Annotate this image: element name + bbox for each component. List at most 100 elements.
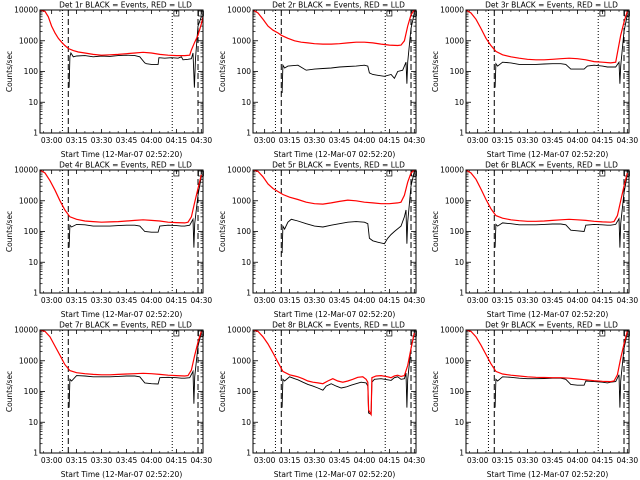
- x-tick-label: 04:15: [166, 136, 188, 145]
- chart-title: Det 4r BLACK = Events, RED = LLD: [59, 161, 192, 170]
- y-tick-label: 100: [450, 387, 465, 396]
- y-minor-ticks: [40, 11, 203, 125]
- x-tick-label: 04:00: [567, 296, 589, 305]
- x-tick-label: 04:00: [141, 456, 163, 465]
- lld-series-line: [466, 330, 628, 383]
- x-tick-label: 04:00: [567, 456, 589, 465]
- y-minor-ticks: [466, 11, 629, 125]
- events-series-line: [281, 332, 415, 416]
- chart-title: Det 9r BLACK = Events, RED = LLD: [485, 321, 618, 330]
- x-axis-label: Start Time (12-Mar-07 02:52:20): [274, 310, 396, 319]
- y-tick-label: 10: [454, 418, 464, 427]
- x-axis-label: Start Time (12-Mar-07 02:52:20): [274, 470, 396, 479]
- x-tick-label: 04:30: [404, 296, 426, 305]
- y-axis-label: Counts/sec: [218, 51, 227, 92]
- y-tick-label: 1000: [445, 36, 464, 45]
- x-tick-label: 03:00: [467, 296, 489, 305]
- chart-title: Det 8r BLACK = Events, RED = LLD: [272, 321, 405, 330]
- y-minor-ticks: [40, 171, 203, 285]
- lld-series-line: [466, 10, 628, 64]
- det-3r-chart-panel: Det 3r BLACK = Events, RED = LLD Counts/s…: [426, 0, 639, 160]
- det-1r-chart-panel: Det 1r BLACK = Events, RED = LLD Counts/s…: [0, 0, 213, 160]
- x-tick-label: 03:30: [91, 136, 113, 145]
- x-axis-label: Start Time (12-Mar-07 02:52:20): [61, 470, 183, 479]
- y-tick-label: 1: [33, 129, 38, 138]
- x-tick-label: 03:45: [542, 456, 564, 465]
- x-tick-label: 04:15: [592, 136, 614, 145]
- x-tick-label: 04:00: [354, 296, 376, 305]
- x-tick-label: 04:15: [592, 296, 614, 305]
- x-tick-label: 03:00: [254, 456, 276, 465]
- y-tick-label: 1: [33, 289, 38, 298]
- x-tick-label: 03:00: [254, 136, 276, 145]
- x-tick-label: 03:30: [517, 136, 539, 145]
- y-tick-label: 10000: [14, 166, 38, 175]
- x-tick-label: 03:00: [467, 136, 489, 145]
- x-tick-label: 04:30: [191, 136, 213, 145]
- y-tick-label: 10: [28, 258, 38, 267]
- y-tick-label: 10: [28, 418, 38, 427]
- lld-series-line: [466, 170, 628, 223]
- y-tick-label: 100: [237, 67, 252, 76]
- x-tick-label: 04:15: [379, 136, 401, 145]
- y-tick-label: 1000: [232, 36, 251, 45]
- y-tick-label: 10: [241, 98, 251, 107]
- y-tick-label: 1000: [19, 36, 38, 45]
- lld-series-line: [253, 330, 415, 417]
- y-tick-label: 10000: [227, 326, 251, 335]
- y-minor-ticks: [466, 171, 629, 285]
- events-series-line: [68, 16, 202, 88]
- det-7r-chart-panel: Det 7r BLACK = Events, RED = LLD Counts/s…: [0, 320, 213, 480]
- x-tick-label: 04:30: [617, 136, 639, 145]
- x-tick-label: 04:15: [592, 456, 614, 465]
- y-tick-label: 10000: [14, 6, 38, 15]
- y-tick-label: 1000: [19, 356, 38, 365]
- x-tick-label: 04:00: [354, 136, 376, 145]
- y-axis-label: Counts/sec: [431, 211, 440, 252]
- y-tick-label: 1000: [232, 356, 251, 365]
- chart-svg: Det 7r BLACK = Events, RED = LLD Counts/s…: [5, 321, 212, 480]
- y-tick-label: 1000: [445, 196, 464, 205]
- chart-svg: Det 5r BLACK = Events, RED = LLD Counts/s…: [218, 161, 426, 320]
- x-tick-label: 04:30: [404, 136, 426, 145]
- lld-series-line: [40, 170, 202, 224]
- plot-frame: [252, 9, 417, 134]
- y-minor-ticks: [253, 331, 416, 445]
- x-tick-label: 03:45: [542, 296, 564, 305]
- chart-title: Det 3r BLACK = Events, RED = LLD: [485, 1, 618, 10]
- y-tick-label: 10000: [14, 326, 38, 335]
- y-tick-label: 10: [28, 98, 38, 107]
- y-tick-label: 100: [24, 387, 39, 396]
- top-marker-box: [599, 170, 606, 177]
- events-series-line: [281, 12, 415, 94]
- y-tick-label: 100: [237, 387, 252, 396]
- x-axis-label: Start Time (12-Mar-07 02:52:20): [487, 150, 609, 159]
- lld-series-line: [40, 330, 202, 377]
- x-tick-label: 03:30: [304, 456, 326, 465]
- chart-title: Det 6r BLACK = Events, RED = LLD: [485, 161, 618, 170]
- det-4r-chart-panel: Det 4r BLACK = Events, RED = LLD Counts/s…: [0, 160, 213, 320]
- det-9r-chart-panel: Det 9r BLACK = Events, RED = LLD Counts/s…: [426, 320, 639, 480]
- x-tick-label: 03:30: [517, 296, 539, 305]
- top-marker-box: [173, 10, 180, 17]
- chart-svg: Det 6r BLACK = Events, RED = LLD Counts/s…: [431, 161, 638, 320]
- top-marker-box: [599, 10, 606, 17]
- plot-frame: [39, 169, 204, 294]
- y-tick-label: 10: [454, 258, 464, 267]
- plot-frame: [465, 9, 630, 134]
- det-6r-chart-panel: Det 6r BLACK = Events, RED = LLD Counts/s…: [426, 160, 639, 320]
- events-series-line: [281, 171, 415, 254]
- y-tick-label: 1: [459, 129, 464, 138]
- det-2r-chart-panel: Det 2r BLACK = Events, RED = LLD Counts/s…: [213, 0, 426, 160]
- y-tick-label: 1000: [232, 196, 251, 205]
- y-tick-label: 10: [241, 258, 251, 267]
- x-tick-label: 04:15: [379, 296, 401, 305]
- y-tick-label: 1000: [445, 356, 464, 365]
- y-tick-label: 1: [459, 449, 464, 458]
- chart-title: Det 1r BLACK = Events, RED = LLD: [59, 1, 192, 10]
- x-tick-label: 03:15: [279, 296, 301, 305]
- x-tick-label: 03:30: [304, 296, 326, 305]
- chart-svg: Det 2r BLACK = Events, RED = LLD Counts/s…: [218, 1, 426, 160]
- y-axis-label: Counts/sec: [5, 211, 14, 252]
